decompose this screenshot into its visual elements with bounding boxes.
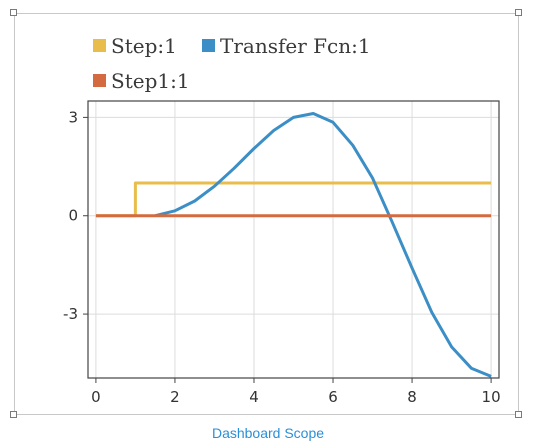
resize-handle-top-left[interactable] [10,9,17,16]
x-tick-label: 2 [170,388,180,406]
resize-handle-bottom-left[interactable] [10,411,17,418]
x-tick-label: 0 [91,388,101,406]
x-tick-label: 6 [328,388,338,406]
plot-grid [88,101,499,378]
legend-label-step1: Step1:1 [111,69,190,93]
resize-handle-bottom-right[interactable] [515,411,522,418]
plot-series [95,112,492,378]
series-line-transfer-fcn [154,112,492,378]
legend-label-transfer-fcn: Transfer Fcn:1 [220,34,371,58]
resize-handle-top-right[interactable] [515,9,522,16]
x-tick-label: 8 [407,388,417,406]
y-tick-label: 3 [68,108,78,126]
x-tick-label: 10 [482,388,501,406]
block-caption: Dashboard Scope [211,425,325,441]
y-tick-label: 0 [68,207,78,225]
series-line-step [95,181,492,218]
y-tick-label: -3 [63,305,78,323]
legend-swatch-step1 [93,74,106,87]
legend-label-step: Step:1 [111,34,177,58]
plot-area-border [87,100,500,379]
legend-swatch-step [93,39,106,52]
legend-swatch-transfer-fcn [202,39,215,52]
x-tick-label: 4 [249,388,259,406]
chart-legend: Step:1 Transfer Fcn:1 Step1:1 [93,34,371,93]
axis-ticks: 0 2 4 6 8 10 -3 0 3 [63,108,501,406]
